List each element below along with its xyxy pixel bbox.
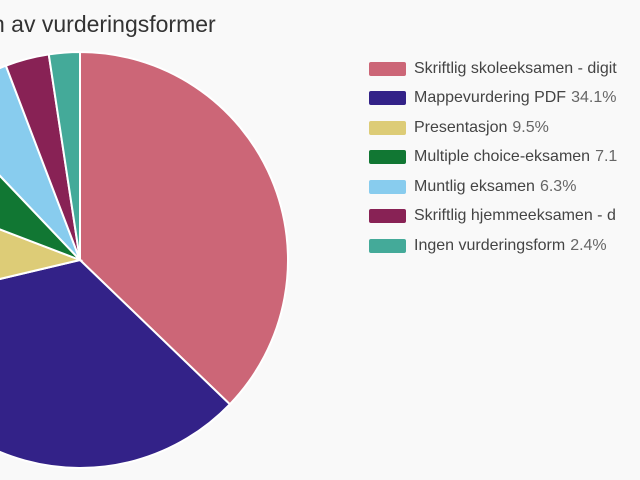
legend: Skriftlig skoleeksamen - digit Mappevurde… [369, 54, 622, 261]
legend-item: Skriftlig hjemmeeksamen - d [369, 202, 622, 232]
legend-item: Muntlig eksamen 6.3% [369, 172, 622, 202]
legend-swatch [369, 209, 406, 224]
pie-slice-0 [79, 50, 289, 406]
legend-label: Ingen vurderingsform [414, 236, 566, 254]
legend-label: Multiple choice-eksamen [414, 148, 591, 166]
legend-item: Skriftlig skoleeksamen - digit [369, 54, 622, 84]
legend-item: Presentasjon 9.5% [369, 113, 622, 143]
legend-value: 2.4% [570, 236, 607, 254]
legend-item: Ingen vurderingsform 2.4% [369, 231, 622, 261]
legend-swatch [369, 238, 406, 253]
legend-value: 9.5% [512, 118, 549, 136]
pie-slice-1 [0, 258, 232, 469]
legend-item: Multiple choice-eksamen 7.1 [369, 143, 622, 173]
legend-swatch [369, 120, 406, 135]
chart-title: n av vurderingsformer [0, 11, 216, 37]
legend-swatch [369, 150, 406, 165]
legend-swatch [369, 91, 406, 106]
legend-label: Presentasjon [414, 118, 508, 136]
legend-value: 34.1% [571, 89, 617, 107]
pie-slice-6 [47, 50, 81, 261]
legend-swatch [369, 179, 406, 194]
legend-label: Muntlig eksamen [414, 177, 535, 195]
legend-value: 7.1 [595, 148, 618, 166]
legend-label: Mappevurdering PDF [414, 89, 567, 107]
legend-swatch [369, 61, 406, 76]
legend-label: Skriftlig skoleeksamen - digit [414, 59, 617, 77]
legend-item: Mappevurdering PDF 34.1% [369, 84, 622, 114]
legend-value: 6.3% [539, 177, 577, 195]
pie-slice-2 [0, 228, 84, 280]
legend-label: Skriftlig hjemmeeksamen - d [414, 207, 616, 225]
